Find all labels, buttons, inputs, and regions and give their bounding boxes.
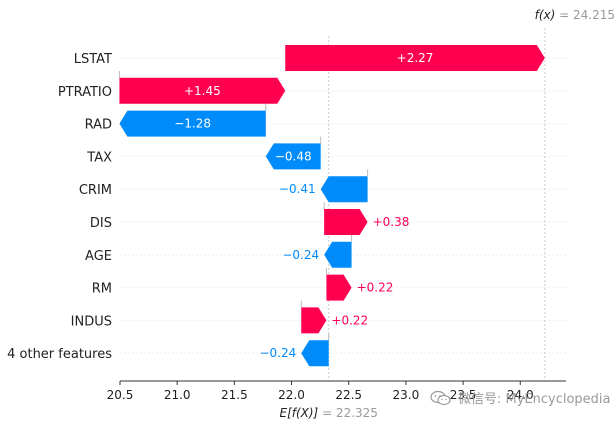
- bar-age: [324, 241, 352, 268]
- bar-value-label: +0.22: [357, 281, 394, 295]
- bar-lstat: [285, 45, 545, 71]
- x-tick-label: 22.0: [278, 388, 305, 402]
- x-tick-label: 24.0: [507, 388, 534, 402]
- feature-name-label: DIS: [90, 216, 112, 231]
- bar-value-label: +0.38: [373, 215, 410, 229]
- bar-dis: [324, 209, 368, 235]
- feature-name-label: AGE: [85, 249, 112, 264]
- bar-ptratio: [119, 77, 286, 104]
- x-tick-label: 20.5: [107, 388, 134, 402]
- x-tick-label: 23.5: [450, 388, 477, 402]
- base-value-label: E[f(X)] = 22.325: [279, 406, 377, 420]
- bar-value-label: −0.41: [279, 182, 316, 196]
- bar-tax: [265, 143, 321, 170]
- bar-value-label: +2.27: [397, 51, 434, 65]
- bar-value-label: −0.24: [259, 346, 296, 360]
- bar-crim: [320, 176, 368, 203]
- x-tick-label: 21.5: [221, 388, 248, 402]
- x-tick-label: 22.5: [335, 388, 362, 402]
- bar-4-other-features: [301, 340, 329, 367]
- x-tick-label: 23.0: [393, 388, 420, 402]
- feature-name-label: LSTAT: [74, 52, 112, 67]
- feature-name-label: RM: [92, 282, 112, 297]
- feature-name-label: INDUS: [71, 314, 112, 329]
- bar-value-label: +0.22: [331, 313, 368, 327]
- feature-name-label: PTRATIO: [58, 85, 112, 100]
- wechat-icon: [430, 390, 451, 405]
- x-tick-label: 21.0: [164, 388, 191, 402]
- bar-value-label: −0.48: [275, 149, 312, 163]
- bar-rm: [326, 274, 352, 301]
- watermark-text: 微信号: MyEncyclopedia: [458, 392, 611, 407]
- feature-name-label: TAX: [86, 150, 112, 165]
- feature-name-label: CRIM: [79, 183, 112, 198]
- feature-name-label: RAD: [85, 118, 112, 133]
- bar-value-label: −0.24: [282, 248, 319, 262]
- bar-value-label: −1.28: [174, 117, 211, 131]
- feature-name-label: 4 other features: [7, 347, 112, 362]
- watermark: 微信号: MyEncyclopedia: [430, 388, 611, 407]
- bar-value-label: +1.45: [184, 84, 221, 98]
- output-value-label: f(x) = 24.215: [535, 8, 615, 22]
- bar-rad: [119, 110, 266, 137]
- bar-indus: [301, 307, 327, 334]
